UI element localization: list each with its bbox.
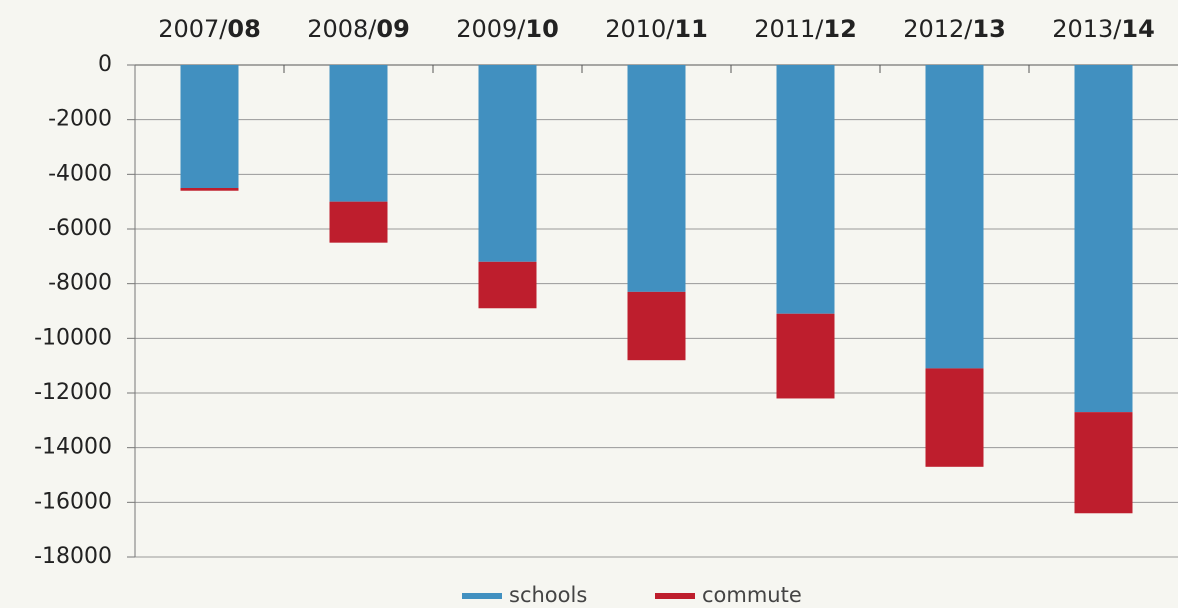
bar bbox=[478, 65, 537, 262]
y-tick-label: -16000 bbox=[34, 489, 112, 514]
bar bbox=[329, 65, 388, 202]
label-part: 11 bbox=[674, 15, 707, 43]
label-part: 2007/ bbox=[158, 15, 228, 43]
bar bbox=[776, 65, 835, 314]
label-part: 10 bbox=[525, 15, 558, 43]
x-tick-label: 2012/13 bbox=[903, 15, 1006, 43]
y-tick-label: -8000 bbox=[48, 271, 112, 296]
bar bbox=[180, 65, 239, 188]
label-part: 2011/ bbox=[754, 15, 824, 43]
label-part: 2009/ bbox=[456, 15, 526, 43]
label-part: 12 bbox=[823, 15, 856, 43]
y-tick-label: 0 bbox=[98, 52, 112, 77]
label-part: 14 bbox=[1121, 15, 1154, 43]
x-tick-label: 2011/12 bbox=[754, 15, 857, 43]
y-tick-label: -2000 bbox=[48, 107, 112, 132]
bar bbox=[925, 368, 984, 467]
label-part: 2008/ bbox=[307, 15, 377, 43]
legend-label: schools bbox=[509, 583, 587, 607]
bar bbox=[180, 188, 239, 191]
bar bbox=[478, 261, 537, 309]
x-tick-label: 2007/08 bbox=[158, 15, 261, 43]
bar bbox=[627, 291, 686, 361]
label-part: 13 bbox=[972, 15, 1005, 43]
legend-swatch bbox=[462, 593, 502, 599]
y-tick-label: -6000 bbox=[48, 216, 112, 241]
y-tick-label: -18000 bbox=[34, 544, 112, 569]
y-tick-label: -14000 bbox=[34, 435, 112, 460]
x-tick-label: 2010/11 bbox=[605, 15, 708, 43]
y-tick-label: -4000 bbox=[48, 161, 112, 186]
label-part: 2013/ bbox=[1052, 15, 1122, 43]
x-tick-label: 2013/14 bbox=[1052, 15, 1155, 43]
x-tick-label: 2008/09 bbox=[307, 15, 410, 43]
bar bbox=[1074, 65, 1133, 413]
bar bbox=[925, 65, 984, 369]
legend-label: commute bbox=[702, 583, 802, 607]
legend-swatch bbox=[655, 593, 695, 599]
label-part: 08 bbox=[227, 15, 260, 43]
bar bbox=[776, 313, 835, 399]
bar bbox=[627, 65, 686, 292]
y-tick-label: -10000 bbox=[34, 325, 112, 350]
bar bbox=[329, 201, 388, 243]
label-part: 2010/ bbox=[605, 15, 675, 43]
y-tick-label: -12000 bbox=[34, 380, 112, 405]
label-part: 09 bbox=[376, 15, 409, 43]
bar bbox=[1074, 412, 1133, 514]
x-tick-label: 2009/10 bbox=[456, 15, 559, 43]
label-part: 2012/ bbox=[903, 15, 973, 43]
